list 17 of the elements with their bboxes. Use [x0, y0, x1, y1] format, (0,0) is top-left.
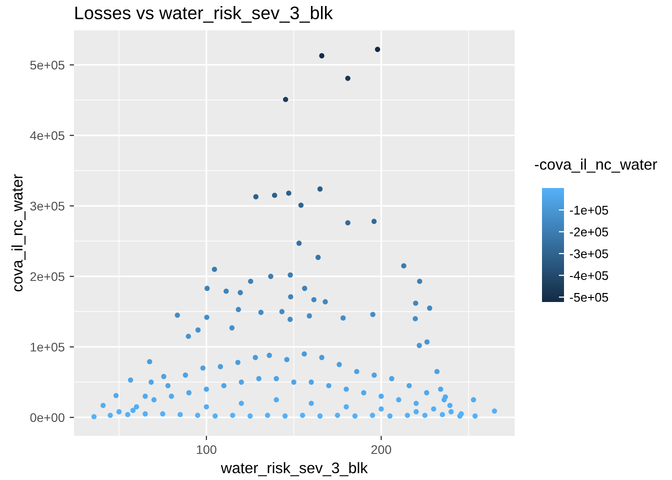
y-tick-label: 5e+05 — [30, 60, 64, 70]
color-bar-title: -cova_il_nc_water — [534, 158, 658, 173]
y-tick-label: 3e+05 — [30, 202, 64, 211]
chart-title: Losses vs water_risk_sev_3_blk — [75, 6, 333, 23]
color-bar-label: -4e+05 — [570, 271, 608, 280]
x-axis-title: water_risk_sev_3_blk — [220, 462, 368, 476]
color-bar-label: -1e+05 — [570, 206, 608, 215]
y-tick-label: 4e+05 — [30, 131, 64, 140]
x-tick-label: 200 — [371, 445, 392, 454]
y-tick-label: 1e+05 — [30, 342, 64, 352]
x-tick-label: 100 — [196, 445, 216, 454]
y-tick-label: 2e+05 — [30, 272, 64, 282]
color-bar-label: -5e+05 — [570, 292, 608, 302]
y-axis-title: cova_il_nc_water — [11, 174, 26, 292]
y-tick-label: 0e+00 — [30, 413, 64, 422]
color-bar-label: -3e+05 — [570, 249, 608, 258]
color-bar-label: -2e+05 — [570, 228, 608, 236]
